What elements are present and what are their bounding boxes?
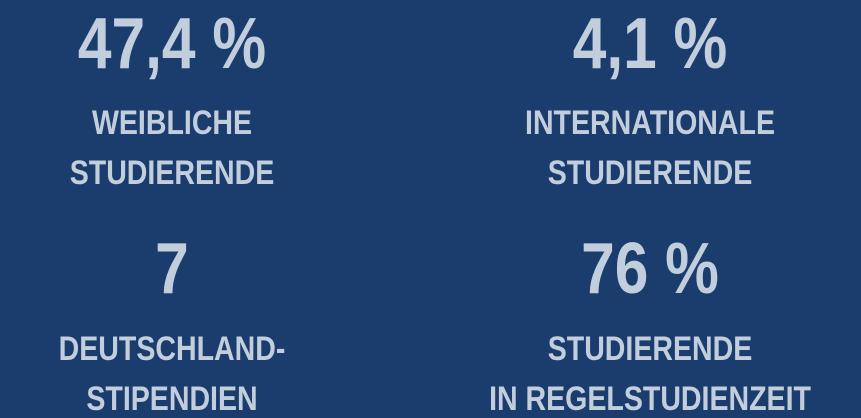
- stat-value: 76 %: [581, 229, 719, 309]
- stat-value: 7: [155, 229, 189, 309]
- stat-label: IN REGELSTUDIENZEIT: [489, 380, 811, 418]
- stat-label: STUDIERENDE: [548, 154, 753, 192]
- stat-label: STUDIERENDE: [70, 154, 275, 192]
- stat-label: INTERNATIONALE: [525, 104, 775, 142]
- stat-label: STIPENDIEN: [86, 380, 257, 418]
- stat-value: 4,1 %: [573, 4, 728, 84]
- stat: 47,4 % WEIBLICHE STUDIERENDE: [70, 4, 275, 191]
- stat-label: WEIBLICHE: [92, 104, 252, 142]
- stat-label: DEUTSCHLAND-: [59, 330, 286, 368]
- stat: 76 % STUDIERENDE IN REGELSTUDIENZEIT: [489, 229, 811, 417]
- stat-label: STUDIERENDE: [548, 330, 753, 368]
- stat: 4,1 % INTERNATIONALE STUDIERENDE: [525, 4, 775, 191]
- stat-value: 47,4 %: [78, 4, 266, 84]
- stat: 7 DEUTSCHLAND- STIPENDIEN: [59, 229, 286, 417]
